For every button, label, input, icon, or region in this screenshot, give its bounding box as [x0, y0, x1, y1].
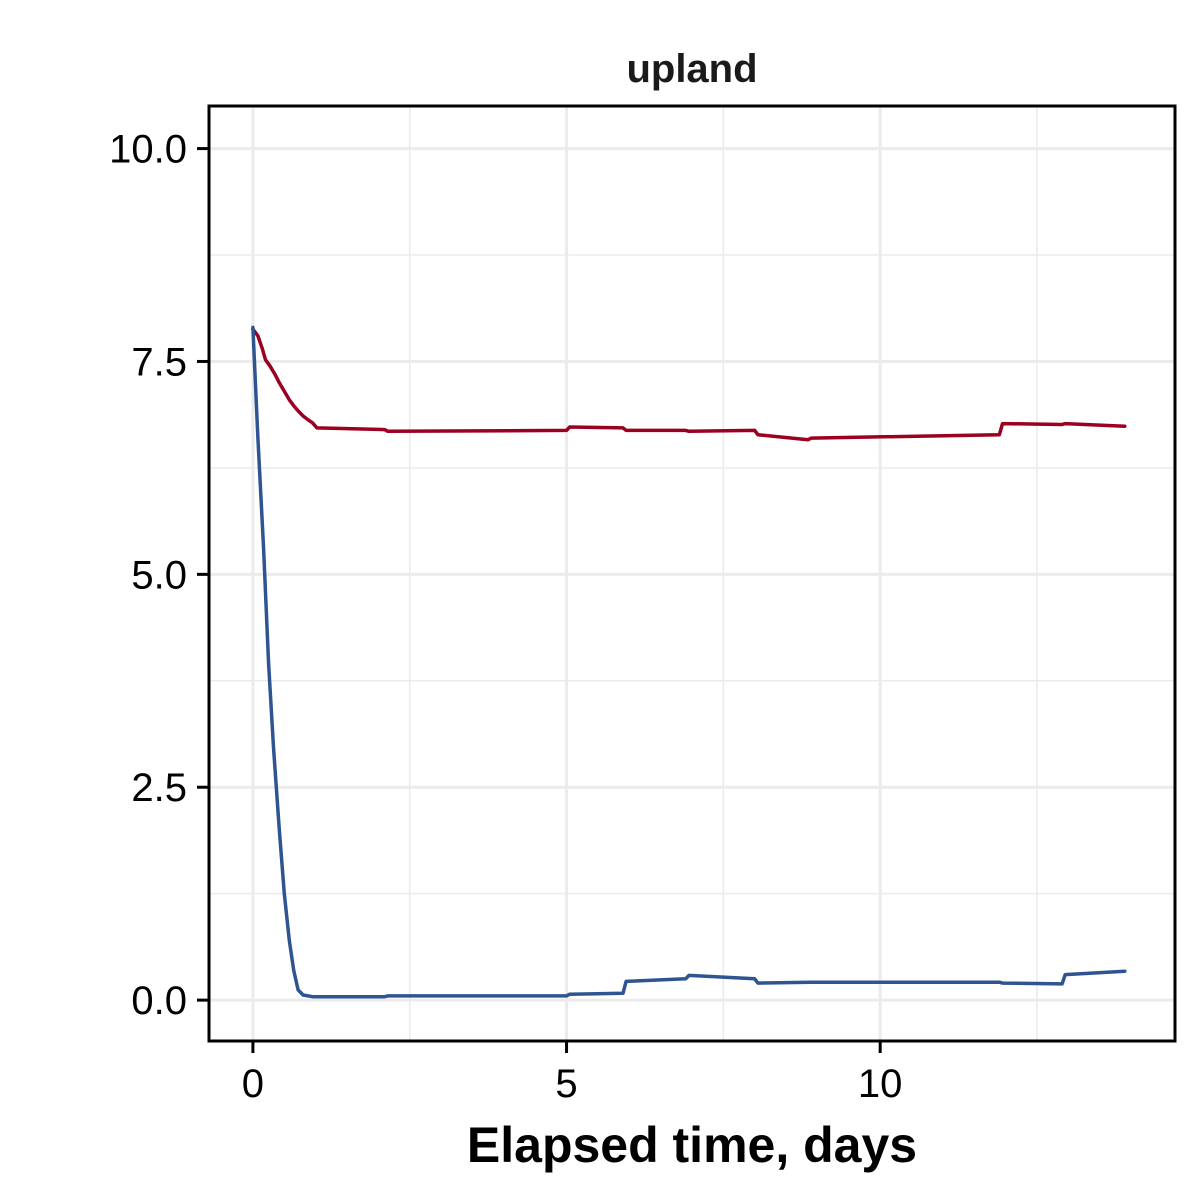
chart-title: upland: [626, 47, 757, 91]
x-tick-label: 10: [858, 1062, 903, 1106]
x-tick-label: 0: [242, 1062, 264, 1106]
y-tick-label: 0.0: [131, 979, 187, 1023]
series-line-1: [251, 327, 1127, 442]
series-line-2: [251, 325, 1127, 999]
series-lines: [251, 325, 1127, 999]
y-tick-label: 7.5: [131, 340, 187, 384]
y-tick-label: 10.0: [109, 128, 187, 172]
axes: 0 5 10 0.0 2.5 5.0 7.5 10.0: [109, 128, 902, 1106]
x-axis-title: Elapsed time, days: [467, 1117, 917, 1173]
grid: [209, 106, 1175, 1041]
y-tick-label: 5.0: [131, 553, 187, 597]
y-tick-label: 2.5: [131, 766, 187, 810]
x-tick-label: 5: [555, 1062, 577, 1106]
